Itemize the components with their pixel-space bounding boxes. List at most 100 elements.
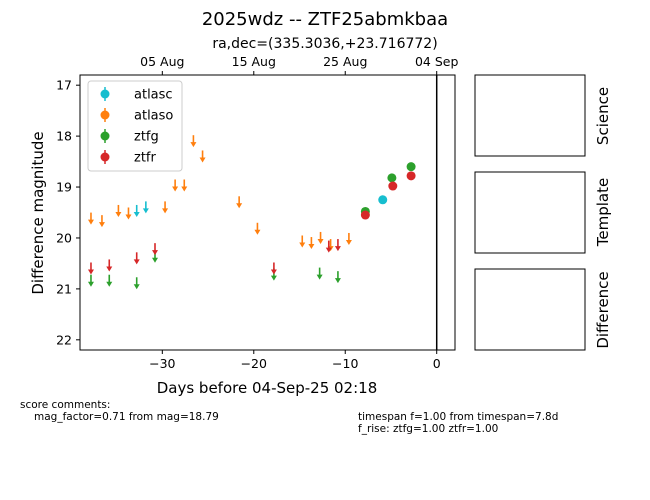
upper-limit-arrowhead [115,211,122,217]
top-tick-label: 04 Sep [415,54,459,69]
upper-limit-arrowhead [133,259,140,265]
y-tick-label: 17 [56,78,72,93]
x-axis-label: Days before 04-Sep-25 02:18 [157,379,378,397]
upper-limit-atlaso [199,150,206,163]
x-tick-label: −10 [332,356,358,371]
top-tick-label: 25 Aug [323,54,367,69]
upper-limit-atlaso [98,215,105,228]
upper-limit-arrowhead [334,246,341,252]
upper-limit-arrowhead [133,284,140,290]
upper-limit-ztfr [334,239,341,252]
detection-atlasc [378,195,388,205]
upper-limit-atlaso [181,179,188,192]
upper-limit-ztfg [133,277,140,290]
upper-limit-atlaso [87,212,94,225]
series-ztfr [87,171,416,275]
series-atlaso [87,135,352,252]
upper-limit-atlaso [317,231,324,244]
data-point [387,173,397,183]
upper-limit-ztfg [106,274,113,287]
upper-limit-arrowhead [106,266,113,272]
upper-limit-ztfr [270,262,277,275]
x-tick-label: −30 [149,356,175,371]
data-point [378,195,388,205]
top-tick-label: 05 Aug [140,54,184,69]
upper-limit-atlaso [162,201,169,214]
score-comment-timespan: timespan f=1.00 from timespan=7.8d [358,411,558,423]
upper-limit-arrowhead [190,142,197,148]
upper-limit-atlaso [190,135,197,148]
series-atlasc [133,195,388,217]
upper-limit-arrowhead [254,229,261,235]
y-axis-label: Difference magnitude [29,131,47,294]
upper-limit-ztfr [325,240,332,253]
upper-limit-ztfg [87,274,94,287]
upper-limit-arrowhead [133,211,140,217]
plot-area: −30 −20 −10 0 05 Aug 15 Aug 25 Aug 04 Sep 17 18 19… [56,54,458,371]
series-ztfg [87,162,416,290]
upper-limit-arrowhead [316,274,323,280]
axes-frame [79,74,456,351]
upper-limit-arrowhead [199,157,206,163]
template-label: Template [594,178,612,247]
upper-limit-arrowhead [152,257,158,263]
upper-limit-atlaso [299,235,306,248]
upper-limit-arrowhead [162,208,169,214]
upper-limit-atlaso [115,204,122,217]
upper-limit-arrowhead [270,275,277,281]
figure-subtitle: ra,dec=(335.3036,+23.716772) [212,36,437,52]
upper-limit-arrowhead [106,281,113,287]
legend-marker [100,152,110,162]
upper-limit-ztfg [334,271,341,284]
legend-marker [100,110,110,120]
upper-limit-arrowhead [87,219,94,225]
upper-limit-arrowhead [299,242,306,248]
legend-label: ztfg [134,130,159,145]
upper-limit-arrowhead [152,250,158,256]
upper-limit-atlaso [254,222,261,235]
legend-label: atlasc [134,88,173,103]
upper-limit-atlaso [125,207,132,220]
science-label: Science [594,87,612,145]
score-comment-mag: mag_factor=0.71 from mag=18.79 [34,411,219,423]
legend-marker [100,89,110,99]
data-point [388,181,398,191]
y-tick-label: 22 [56,332,72,347]
y-tick-label: 21 [56,281,72,296]
difference-panel [474,268,586,351]
y-tick-label: 18 [56,129,72,144]
legend-label: ztfr [134,151,156,166]
data-point [360,210,370,220]
score-comments-heading: score comments: [20,399,110,411]
detection-ztfg [406,162,416,172]
upper-limit-arrowhead [172,186,179,192]
upper-limit-ztfr [87,262,94,275]
y-tick-label: 19 [56,180,72,195]
y-tick-label: 20 [56,230,72,245]
upper-limit-arrowhead [142,208,149,214]
upper-limit-arrowhead [87,269,94,275]
data-point [406,171,416,181]
upper-limit-atlaso [236,196,243,209]
upper-limit-arrowhead [308,244,315,250]
legend-marker [100,131,110,141]
template-panel [474,171,586,254]
legend-item-ztfg: ztfg [100,129,159,145]
upper-limit-atlaso [308,237,315,250]
score-comment-frise: f_rise: ztfg=1.00 ztfr=1.00 [358,423,498,435]
upper-limit-arrowhead [317,238,324,244]
upper-limit-arrowhead [236,203,243,209]
upper-limit-arrowhead [345,239,352,245]
detection-ztfg [387,173,397,183]
upper-limit-arrowhead [87,281,94,287]
upper-limit-arrowhead [181,186,188,192]
upper-limit-atlasc [142,201,149,214]
upper-limit-atlaso [172,179,179,192]
difference-label: Difference [594,271,612,348]
upper-limit-atlasc [133,204,140,217]
x-tick-label: −20 [241,356,267,371]
legend-item-atlasc: atlasc [100,87,173,103]
detection-ztfr [360,210,370,220]
x-tick-label: 0 [433,356,441,371]
